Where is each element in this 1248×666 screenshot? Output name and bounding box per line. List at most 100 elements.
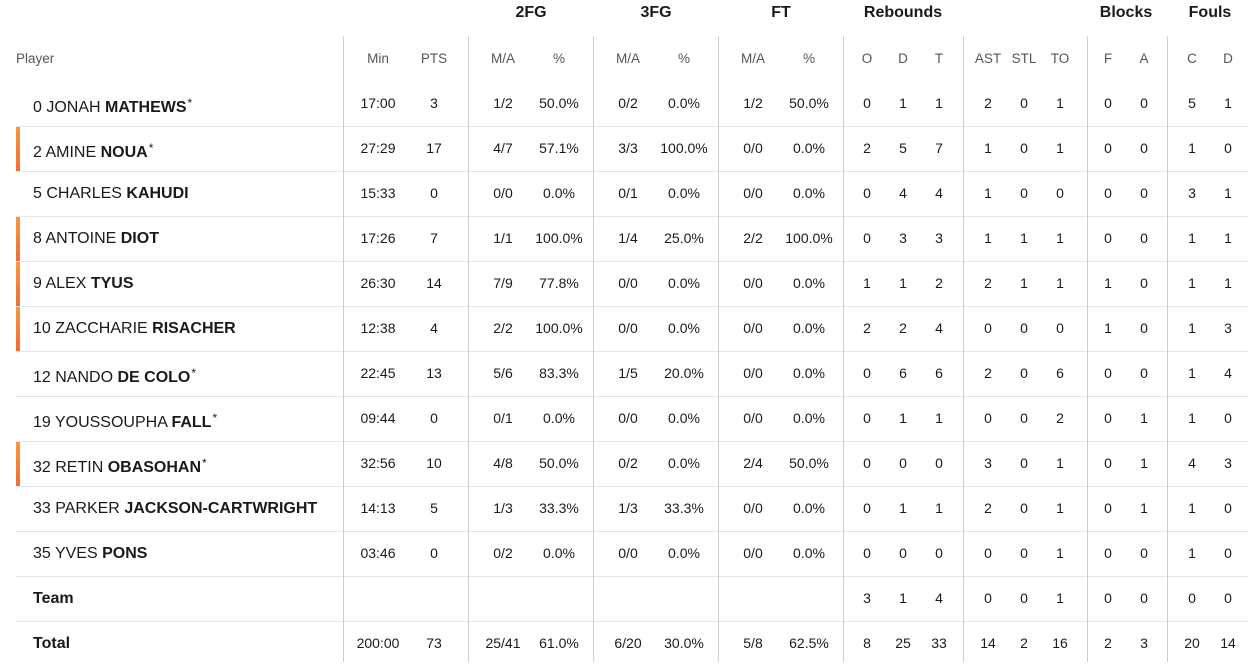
stat-cell: 0: [1140, 365, 1148, 381]
stat-cell: 1: [1140, 410, 1148, 426]
column-header[interactable]: Min: [367, 51, 389, 66]
column-header[interactable]: %: [802, 51, 815, 66]
player-row[interactable]: 32 RETIN OBASOHAN* 32:56 10 4/8 50.0% 0/2 0.0%…: [0, 441, 1248, 486]
stat-cell: 0.0%: [668, 410, 700, 426]
stat-cell: 12:38: [360, 320, 396, 336]
row-divider: [16, 351, 1248, 352]
stat-cell: 3: [935, 230, 943, 246]
stat-cell: 0: [1020, 590, 1028, 606]
player-name[interactable]: 32 RETIN OBASOHAN*: [33, 441, 207, 486]
starter-star-icon: *: [202, 456, 207, 470]
stat-cell: 0: [1020, 320, 1028, 336]
column-group-divider: [343, 36, 344, 662]
stat-cell: 0: [1104, 500, 1112, 516]
row-divider: [16, 261, 1248, 262]
column-header[interactable]: T: [934, 51, 944, 66]
column-header[interactable]: M/A: [490, 51, 515, 66]
player-row[interactable]: 19 YOUSSOUPHA FALL* 09:44 0 0/1 0.0% 0/0 0.0% 0…: [0, 396, 1248, 441]
player-name[interactable]: 33 PARKER JACKSON-CARTWRIGHT: [33, 486, 317, 531]
stat-cell: 1: [1020, 275, 1028, 291]
stat-cell: 0.0%: [668, 185, 700, 201]
column-header[interactable]: F: [1103, 51, 1113, 66]
player-row[interactable]: 5 CHARLES KAHUDI 15:33 0 0/0 0.0% 0/1 0.0% 0/0 0…: [0, 171, 1248, 216]
player-name[interactable]: 8 ANTOINE DIOT: [33, 216, 159, 261]
player-name[interactable]: 35 YVES PONS: [33, 531, 147, 576]
column-header[interactable]: M/A: [740, 51, 765, 66]
player-name[interactable]: 19 YOUSSOUPHA FALL*: [33, 396, 217, 441]
stat-cell: 1: [899, 275, 907, 291]
row-divider: [16, 171, 1248, 172]
stat-cell: 77.8%: [539, 275, 579, 291]
column-header[interactable]: D: [898, 51, 908, 66]
stat-cell: 1/4: [618, 230, 638, 246]
column-header-player[interactable]: Player: [16, 51, 55, 66]
player-row[interactable]: 10 ZACCHARIE RISACHER 12:38 4 2/2 100.0% 0/0 0…: [0, 306, 1248, 351]
stat-cell: 6: [899, 365, 907, 381]
column-header[interactable]: M/A: [615, 51, 640, 66]
stat-cell: 0/0: [743, 365, 763, 381]
column-header[interactable]: STL: [1011, 51, 1037, 66]
player-name[interactable]: 12 NANDO DE COLO*: [33, 351, 196, 396]
column-header[interactable]: A: [1139, 51, 1149, 66]
stat-cell: 0: [1224, 140, 1232, 156]
stat-cell: 0: [1020, 545, 1028, 561]
stat-cell: 7/9: [493, 275, 513, 291]
stat-cell: 1: [1056, 545, 1064, 561]
stat-cell: 0/1: [618, 185, 638, 201]
column-header[interactable]: O: [861, 51, 873, 66]
player-name[interactable]: 9 ALEX TYUS: [33, 261, 134, 306]
stat-cell: 0: [863, 500, 871, 516]
stat-cell: 0/2: [618, 95, 638, 111]
stat-cell: 0: [899, 545, 907, 561]
stat-cell: 7: [935, 140, 943, 156]
column-header[interactable]: AST: [974, 51, 1002, 66]
stat-cell: 1: [984, 230, 992, 246]
stat-cell: 10: [426, 455, 442, 471]
stat-cell: 0.0%: [668, 320, 700, 336]
stat-cell: 0: [1140, 590, 1148, 606]
column-header[interactable]: PTS: [420, 51, 448, 66]
column-header[interactable]: D: [1223, 51, 1233, 66]
stat-cell: 0: [1140, 185, 1148, 201]
stat-cell: 2: [863, 320, 871, 336]
column-header[interactable]: TO: [1050, 51, 1070, 66]
player-name[interactable]: 0 JONAH MATHEWS*: [33, 81, 192, 126]
stat-cell: 0: [899, 455, 907, 471]
player-name[interactable]: 5 CHARLES KAHUDI: [33, 171, 189, 216]
player-number: 0: [33, 99, 42, 116]
player-name[interactable]: 2 AMINE NOUA*: [33, 126, 153, 171]
player-row[interactable]: 35 YVES PONS 03:46 0 0/2 0.0% 0/0 0.0% 0/0 0.0% 0…: [0, 531, 1248, 576]
stat-cell: 0.0%: [793, 275, 825, 291]
total-row-label: Total: [33, 635, 71, 652]
stat-cell: 0/0: [493, 185, 513, 201]
player-name[interactable]: 10 ZACCHARIE RISACHER: [33, 306, 236, 351]
column-header[interactable]: C: [1187, 51, 1197, 66]
stat-cell: 2/4: [743, 455, 763, 471]
stat-cell: 0: [935, 455, 943, 471]
stat-cell: 1: [1188, 140, 1196, 156]
player-row[interactable]: 12 NANDO DE COLO* 22:45 13 5/6 83.3% 1/5 20.0%…: [0, 351, 1248, 396]
stat-cell: 1: [1104, 275, 1112, 291]
group-header: Rebounds: [863, 4, 943, 21]
stat-cell: 4: [935, 320, 943, 336]
column-header[interactable]: %: [552, 51, 565, 66]
stat-cell: 1: [1056, 500, 1064, 516]
stat-cell: 2: [984, 365, 992, 381]
player-row[interactable]: 8 ANTOINE DIOT 17:26 7 1/1 100.0% 1/4 25.0% 2/2…: [0, 216, 1248, 261]
player-row[interactable]: 33 PARKER JACKSON-CARTWRIGHT 14:13 5 1/3 33.…: [0, 486, 1248, 531]
stat-cell: 0: [1224, 500, 1232, 516]
player-last-name: FALL: [171, 414, 212, 431]
stat-cell: 0.0%: [668, 455, 700, 471]
starter-indicator: [16, 306, 20, 351]
stat-cell: 2: [863, 140, 871, 156]
stat-cell: 1: [935, 410, 943, 426]
player-row[interactable]: 9 ALEX TYUS 26:30 14 7/9 77.8% 0/0 0.0% 0/0 0.0%…: [0, 261, 1248, 306]
player-first-name: PARKER: [55, 500, 120, 517]
player-last-name: MATHEWS: [105, 99, 187, 116]
stat-cell: 100.0%: [535, 230, 583, 246]
stat-cell: 1/3: [493, 500, 513, 516]
player-row[interactable]: 0 JONAH MATHEWS* 17:00 3 1/2 50.0% 0/2 0.0% 1/2…: [0, 81, 1248, 126]
column-header[interactable]: %: [677, 51, 690, 66]
stat-cell: 0: [1104, 365, 1112, 381]
player-row[interactable]: 2 AMINE NOUA* 27:29 17 4/7 57.1% 3/3 100.0% 0/0…: [0, 126, 1248, 171]
